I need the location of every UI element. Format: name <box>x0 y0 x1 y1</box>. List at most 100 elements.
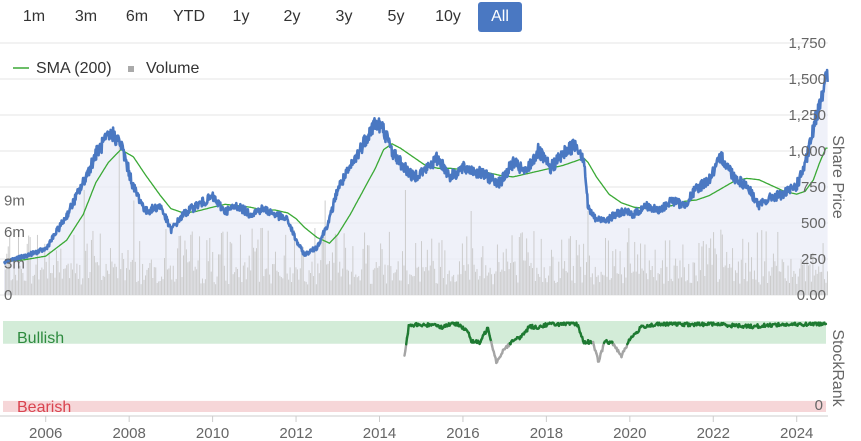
volume-bar <box>572 265 574 295</box>
volume-bar <box>667 281 669 295</box>
volume-bar <box>254 251 256 295</box>
volume-bar <box>705 244 707 295</box>
volume-bar <box>707 264 709 295</box>
volume-bar <box>437 283 439 295</box>
range-button-2y[interactable]: 2y <box>276 2 308 32</box>
volume-bar <box>253 247 255 295</box>
range-button-6m[interactable]: 6m <box>117 2 157 32</box>
volume-bar <box>371 283 373 295</box>
range-button-3y[interactable]: 3y <box>328 2 360 32</box>
volume-bar <box>226 231 228 295</box>
volume-bar <box>596 276 598 295</box>
volume-bar <box>441 240 443 295</box>
volume-bar <box>803 264 805 295</box>
price-axis-ticks: 0.00 250 500 750 1,000 1,250 1,500 1,750 <box>788 35 826 304</box>
volume-bar <box>238 277 240 295</box>
volume-bar <box>435 283 437 295</box>
volume-bar <box>702 241 704 295</box>
volume-bar <box>67 263 69 295</box>
range-button-all[interactable]: All <box>478 2 522 32</box>
volume-bar <box>250 270 252 295</box>
volume-bar <box>251 228 253 295</box>
volume-bar <box>288 279 290 295</box>
volume-bar <box>780 271 782 295</box>
volume-bar <box>327 263 329 295</box>
volume-bar <box>721 234 723 295</box>
x-tick-label: 2022 <box>697 425 730 441</box>
volume-bar <box>17 232 19 295</box>
volume-bar <box>175 278 177 295</box>
volume-bar <box>307 284 309 295</box>
range-button-1y[interactable]: 1y <box>225 2 257 32</box>
volume-bar <box>421 241 423 295</box>
volume-bar <box>688 263 690 295</box>
volume-bar <box>168 268 170 295</box>
volume-bar <box>526 238 528 295</box>
volume-bar <box>121 252 123 295</box>
volume-bar <box>310 273 312 295</box>
volume-bar <box>120 269 122 295</box>
volume-bar <box>438 242 440 295</box>
bullish-label: Bullish <box>17 330 64 347</box>
range-selector: 1m 3m 6m YTD 1y 2y 3y 5y 10y All <box>0 0 861 34</box>
volume-bar <box>540 238 542 295</box>
volume-bar <box>666 266 668 295</box>
volume-bar <box>743 278 745 295</box>
volume-bar <box>696 281 698 295</box>
volume-bar <box>235 267 237 295</box>
range-button-ytd[interactable]: YTD <box>167 2 211 32</box>
volume-bar <box>734 270 736 295</box>
volume-bar <box>302 247 304 295</box>
volume-bar <box>346 269 348 295</box>
range-button-1m[interactable]: 1m <box>14 2 54 32</box>
legend: SMA (200) Volume <box>13 60 199 77</box>
volume-bar <box>603 275 605 295</box>
volume-bar <box>805 281 807 295</box>
legend-volume-label[interactable]: Volume <box>146 60 199 77</box>
volume-bar <box>391 280 393 295</box>
volume-bar <box>377 267 379 295</box>
range-button-5y[interactable]: 5y <box>380 2 412 32</box>
volume-bar <box>543 267 545 295</box>
volume-bar <box>394 272 396 295</box>
volume-bar <box>479 275 481 295</box>
volume-bar <box>764 261 766 295</box>
volume-bar <box>44 243 46 295</box>
volume-bar <box>732 248 734 295</box>
volume-bar <box>607 240 609 295</box>
volume-bar <box>448 270 450 295</box>
volume-bar <box>656 280 658 295</box>
volume-bar <box>218 254 220 295</box>
volume-bar <box>152 277 154 295</box>
volume-bar <box>527 252 529 295</box>
volume-bar <box>347 270 349 295</box>
volume-bar <box>329 261 331 295</box>
volume-bar <box>55 250 57 295</box>
volume-bar <box>270 283 272 295</box>
legend-sma-label[interactable]: SMA (200) <box>36 60 112 77</box>
range-button-10y[interactable]: 10y <box>425 2 471 32</box>
volume-bar <box>781 259 783 295</box>
volume-bar <box>502 252 504 295</box>
volume-bar <box>418 266 420 295</box>
volume-bar <box>670 278 672 295</box>
volume-bar <box>362 248 364 295</box>
volume-bar <box>16 280 18 295</box>
volume-bar <box>717 281 719 295</box>
volume-bar <box>442 278 444 295</box>
volume-bar <box>368 245 370 295</box>
range-button-3m[interactable]: 3m <box>66 2 106 32</box>
volume-bar <box>454 281 456 295</box>
volume-bar <box>739 283 741 295</box>
x-tick-label: 2006 <box>29 425 62 441</box>
volume-bar <box>178 235 180 295</box>
volume-bar <box>622 283 624 295</box>
volume-bar <box>131 259 133 295</box>
volume-bar <box>312 276 314 295</box>
x-tick-label: 2012 <box>279 425 312 441</box>
volume-bar <box>413 276 415 295</box>
volume-bar <box>686 280 688 295</box>
volume-bar <box>736 272 738 295</box>
price-axis-title: Share Price <box>829 135 846 219</box>
volume-bar <box>145 275 147 295</box>
